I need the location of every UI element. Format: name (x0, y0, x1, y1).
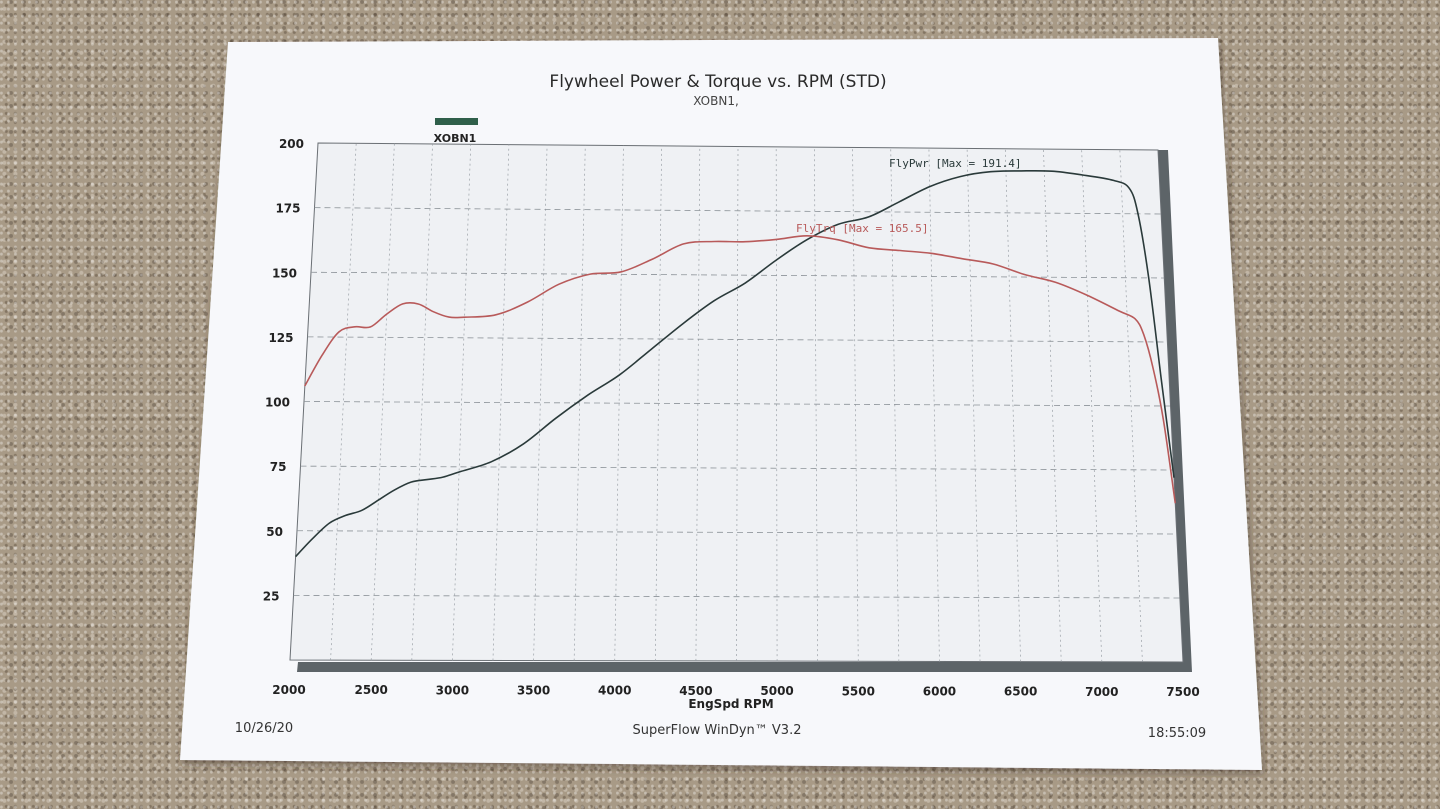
x-axis-label: EngSpd RPM (688, 697, 773, 711)
grid-line-vertical (492, 144, 510, 661)
legend-swatch (435, 118, 478, 125)
grid-line-vertical (1119, 149, 1143, 662)
grid-line-vertical (1081, 149, 1103, 662)
plot-area (289, 142, 1184, 663)
grid-line-horizontal (314, 207, 1162, 215)
x-tick-label: 7000 (1085, 685, 1118, 699)
grid-line-vertical (695, 146, 701, 661)
series-line-flytrq (304, 234, 1177, 504)
grid-line-vertical (1043, 149, 1062, 662)
tick-labels: 2000 2500 3000 3500 4000 4500 5000 5500 6000 6500… (263, 137, 1200, 699)
grid-line-horizontal (296, 530, 1177, 535)
x-tick-label: 3000 (436, 683, 469, 697)
x-tick-label: 6000 (923, 684, 956, 698)
footer-time: 18:55:09 (1148, 726, 1206, 741)
grid-line-vertical (330, 143, 357, 661)
y-tick-label: 50 (266, 525, 283, 539)
grid-line-vertical (573, 145, 586, 661)
grid-line-vertical (452, 144, 472, 661)
footer-date: 10/26/20 (235, 721, 293, 736)
x-tick-label: 5000 (760, 684, 793, 698)
series-layer: FlyPwr [Max = 191.4] FlyTrq [Max = 165.5] (295, 157, 1177, 558)
grid-line-vertical (533, 144, 548, 661)
grid-line-horizontal (310, 271, 1165, 279)
y-tick-label: 175 (275, 202, 300, 216)
grid-line-vertical (966, 148, 981, 662)
x-tick-label: 5500 (842, 684, 875, 698)
grid-line-vertical (614, 145, 624, 661)
grid-lines (293, 143, 1180, 662)
x-tick-label: 4000 (598, 684, 631, 698)
footer-software: SuperFlow WinDyn™ V3.2 (633, 723, 802, 738)
series-line-flypwr (295, 169, 1175, 558)
grid-line-vertical (814, 147, 819, 662)
annotation-flypwr-max: FlyPwr [Max = 191.4] (889, 157, 1021, 170)
chart-subtitle: XOBN1, (693, 94, 739, 108)
grid-line-horizontal (303, 401, 1171, 407)
x-tick-label: 6500 (1004, 685, 1037, 699)
y-tick-label: 200 (279, 137, 304, 151)
grid-line-horizontal (300, 465, 1174, 471)
legend-label: XOBN1 (434, 132, 477, 145)
chart-title: Flywheel Power & Torque vs. RPM (STD) (549, 72, 886, 92)
grid-line-vertical (1004, 148, 1021, 662)
y-tick-label: 100 (265, 396, 290, 410)
x-tick-label: 2500 (354, 683, 387, 697)
grid-line-vertical (654, 145, 662, 661)
grid-line-horizontal (293, 594, 1180, 599)
grid-line-vertical (775, 146, 778, 662)
y-tick-label: 25 (263, 589, 280, 603)
x-tick-label: 7500 (1166, 685, 1199, 699)
y-tick-label: 125 (268, 331, 293, 345)
x-tick-label: 3500 (517, 684, 550, 698)
grid-line-vertical (736, 146, 739, 662)
grid-line-vertical (411, 143, 433, 661)
grid-line-vertical (370, 143, 395, 661)
y-tick-label: 75 (270, 460, 287, 474)
y-tick-label: 150 (272, 266, 297, 280)
x-tick-label: 4500 (679, 684, 712, 698)
grid-line-horizontal (307, 336, 1168, 343)
x-tick-label: 2000 (272, 683, 305, 697)
annotation-flytrq-max: FlyTrq [Max = 165.5] (796, 222, 928, 235)
